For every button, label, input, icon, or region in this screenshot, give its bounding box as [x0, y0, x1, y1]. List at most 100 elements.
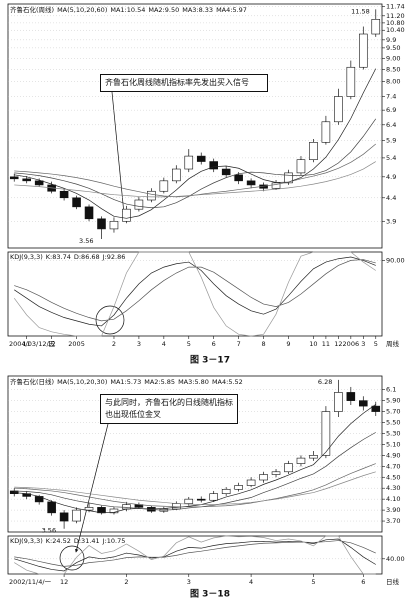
kdj-header: KDJ(9,3,3) K:24.52 D:31.41 J:10.75	[10, 537, 125, 545]
candle-body	[209, 161, 218, 170]
candle-body	[196, 498, 206, 501]
kdj-line	[13, 251, 376, 337]
y-tick-label: 6.9	[386, 106, 396, 114]
x-tick-label: 3	[187, 578, 191, 586]
kdj-line	[14, 540, 376, 567]
y-tick-label: 40.00	[386, 555, 405, 563]
ma-line	[14, 432, 376, 511]
x-tick-label: 11	[322, 340, 330, 348]
y-tick-label: 8.50	[386, 66, 400, 74]
y-tick-label: 11.20	[386, 12, 405, 20]
candle-body	[134, 199, 144, 210]
y-tick-label: 3.90	[386, 506, 400, 514]
y-tick-label: 7.4	[386, 93, 396, 101]
y-tick-label: 8.00	[386, 77, 400, 85]
candle-body	[346, 392, 356, 401]
y-tick-label: 4.10	[386, 495, 400, 503]
x-tick-label: 5	[374, 340, 378, 348]
candle-body	[234, 485, 243, 490]
callout-arrow	[111, 91, 126, 215]
figure-caption: 图 3－17	[190, 355, 230, 366]
y-tick-label: 5.10	[386, 440, 400, 448]
y-tick-label: 4.90	[386, 451, 400, 459]
candle-body	[84, 507, 94, 511]
legend-entry: MA1:10.54	[110, 6, 145, 14]
price-panel	[7, 375, 383, 533]
ma-line	[14, 404, 376, 514]
x-tick-label: 2	[112, 340, 116, 348]
kdj-line	[14, 259, 376, 322]
candle-body	[284, 463, 293, 473]
price-panel	[7, 3, 383, 249]
ma-line	[14, 68, 377, 219]
x-tick-label: 6	[361, 578, 365, 586]
candle-body	[284, 172, 293, 184]
candle-body	[209, 493, 218, 501]
ma-line	[14, 463, 376, 508]
candle-body	[221, 168, 231, 176]
candle-body	[221, 489, 231, 494]
low-label: 3.56	[79, 237, 93, 245]
candle-body	[159, 180, 169, 192]
candle-body	[321, 411, 331, 456]
candle-body	[9, 176, 19, 180]
y-tick-label: 9.00	[386, 54, 400, 62]
x-tick-label: 12	[60, 578, 68, 586]
candle-body	[59, 190, 69, 199]
candle-body	[334, 392, 343, 412]
y-tick-label: 9.50	[386, 44, 400, 52]
y-tick-label: 5.9	[386, 137, 396, 145]
y-tick-label: 4.9	[386, 173, 396, 181]
candle-body	[271, 471, 281, 475]
ma-line	[14, 471, 376, 505]
x-tick-label: 2005	[68, 340, 85, 348]
candle-body	[59, 512, 69, 522]
ma-line	[14, 143, 376, 198]
candle-body	[34, 180, 44, 186]
legend-entry: MA2:9.50	[148, 6, 179, 14]
x-tick-label: 10	[309, 340, 317, 348]
candle-body	[172, 503, 181, 510]
date-label: 2002/11/4/一	[9, 578, 52, 586]
kdj-header: KDJ(9,3,3) K:83.74 D:86.68 J:92.86	[10, 253, 125, 261]
callout: 齐鲁石化周线随机指标率先发出买入信号	[100, 74, 268, 92]
kdj-line	[14, 538, 376, 572]
x-tick-label: 12	[334, 340, 342, 348]
y-tick-label: 5.90	[386, 397, 400, 405]
y-tick-label: 5.50	[386, 419, 400, 427]
candle-body	[309, 455, 318, 459]
callout: 与此同时，齐鲁石化的日线随机指标也出现低位金叉	[100, 394, 238, 424]
candle-body	[72, 197, 81, 208]
y-tick-label: 10.40	[386, 26, 405, 34]
y-tick-label: 4.4	[386, 194, 396, 202]
y-tick-label: 6.4	[386, 121, 396, 129]
candle-body	[122, 208, 131, 222]
candle-body	[246, 479, 256, 486]
figure-caption: 图 3－18	[190, 589, 230, 600]
candle-body	[359, 33, 368, 68]
y-tick-label: 3.70	[386, 517, 400, 525]
candle-body	[196, 155, 206, 162]
x-tick-label: 7	[237, 340, 241, 348]
x-tick-label: 4	[162, 340, 166, 348]
ma-line	[14, 161, 376, 198]
legend-entry: D:31.41	[74, 537, 100, 545]
legend-entry: MA4:5.52	[212, 378, 243, 386]
y-tick-label: 10.80	[386, 19, 405, 27]
x-tick-label: 4	[249, 578, 253, 586]
candle-body	[371, 405, 381, 412]
x-tick-label: 12	[47, 340, 55, 348]
callout-arrow	[75, 423, 109, 553]
period-label: 日线	[386, 577, 400, 586]
kdj-line	[14, 535, 376, 575]
ma-label: MA(5,10,20,60)	[57, 6, 107, 14]
high-label: 11.58	[351, 7, 370, 15]
candle-body	[97, 218, 106, 230]
legend-entry: MA3:5.80	[178, 378, 209, 386]
x-tick-label: 2006	[343, 340, 360, 348]
kdj-line	[14, 256, 376, 327]
candle-body	[259, 474, 268, 481]
legend-entry: J:92.86	[102, 253, 126, 261]
y-tick-label: 11.74	[386, 3, 405, 11]
